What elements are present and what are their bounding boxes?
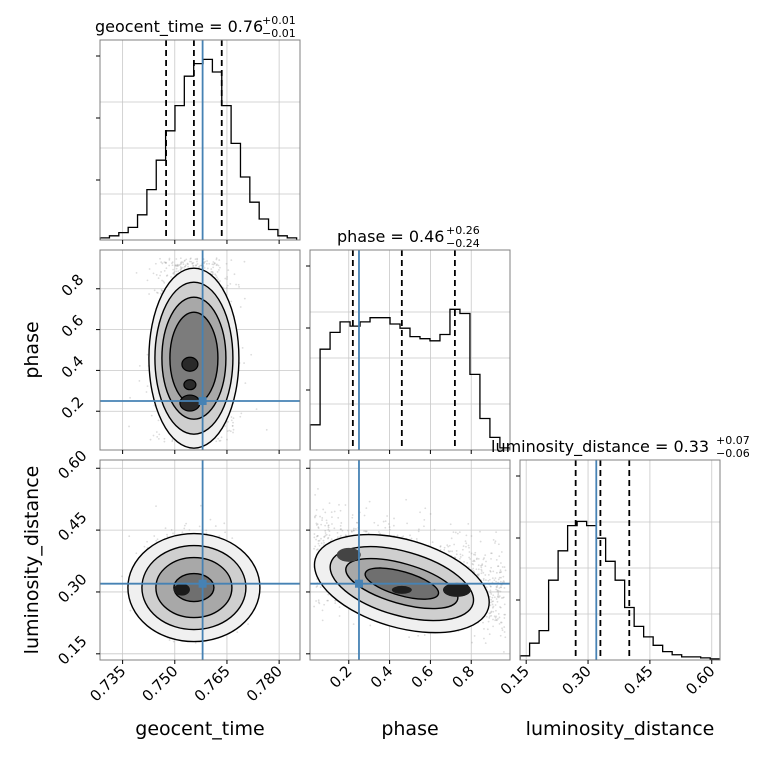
density-contours — [127, 532, 261, 643]
y-axis-label-phase: phase — [21, 321, 43, 378]
hist-panel-geocent-time — [96, 39, 301, 244]
x-axis-label-luminosity-distance: luminosity_distance — [526, 718, 715, 740]
x-tick-label: 0.780 — [243, 662, 286, 705]
x-tick-label: 0.15 — [497, 662, 533, 698]
density-contours — [148, 267, 240, 449]
x-axis-label-phase: phase — [381, 718, 438, 740]
x-axis-label-geocent-time: geocent_time — [135, 718, 264, 740]
x-tick-label: 0.45 — [620, 662, 656, 698]
x-tick-label: 0.750 — [139, 662, 182, 705]
svg-text:+0.01: +0.01 — [262, 14, 296, 27]
y-tick-label: 0.30 — [54, 570, 90, 606]
svg-text:−0.24: −0.24 — [446, 237, 480, 250]
x-tick-label: 0.4 — [367, 662, 397, 692]
svg-text:luminosity_distance = 0.33: luminosity_distance = 0.33 — [491, 437, 709, 457]
y-tick-label: 0.60 — [54, 447, 90, 483]
x-tick-label: 0.6 — [408, 662, 438, 692]
svg-text:−0.06: −0.06 — [716, 447, 750, 460]
scatter-panel-geocent-time-luminosity-distance: 0.735 0.750 0.765 0.780 0.15 0.30 0.45 0.60 — [54, 447, 301, 705]
x-tick-label: 0.60 — [682, 662, 718, 698]
y-tick-label: 0.15 — [54, 632, 90, 668]
y-tick-label: 0.2 — [58, 393, 88, 423]
histogram-phase — [309, 308, 511, 450]
x-tick-label: 0.735 — [86, 662, 129, 705]
x-tick-label: 0.765 — [191, 662, 234, 705]
histogram-geocent_time — [99, 58, 298, 240]
scatter-panel-geocent-time-phase: 0.2 0.4 0.6 0.8 — [58, 249, 301, 454]
hist-panel-luminosity-distance: 0.15 0.30 0.45 0.60 — [497, 459, 721, 698]
y-tick-label: 0.4 — [58, 352, 88, 382]
truth-marker — [198, 397, 207, 406]
title-luminosity-distance: luminosity_distance = 0.33 +0.07 −0.06 — [491, 434, 750, 460]
x-tick-label: 0.8 — [448, 662, 478, 692]
histogram-luminosity_distance — [519, 520, 721, 660]
svg-text:phase = 0.46: phase = 0.46 — [337, 227, 444, 246]
title-geocent-time: geocent_time = 0.76 +0.01 −0.01 — [95, 14, 296, 40]
hist-panel-phase — [306, 249, 511, 454]
title-phase: phase = 0.46 +0.26 −0.24 — [337, 224, 480, 250]
truth-marker — [354, 579, 363, 588]
y-tick-label: 0.45 — [54, 508, 90, 544]
truth-marker — [198, 579, 207, 588]
y-axis-label-luminosity-distance: luminosity_distance — [21, 466, 43, 655]
scatter-panel-phase-luminosity-distance: 0.2 0.4 0.6 0.8 — [306, 459, 511, 692]
x-tick-label: 0.30 — [559, 662, 595, 698]
svg-text:+0.07: +0.07 — [716, 434, 750, 447]
y-tick-label: 0.6 — [58, 311, 88, 341]
svg-text:−0.01: −0.01 — [262, 27, 296, 40]
y-tick-label: 0.8 — [58, 270, 88, 300]
svg-text:geocent_time = 0.76: geocent_time = 0.76 — [95, 17, 263, 37]
svg-text:+0.26: +0.26 — [446, 224, 480, 237]
x-tick-label: 0.2 — [326, 662, 356, 692]
